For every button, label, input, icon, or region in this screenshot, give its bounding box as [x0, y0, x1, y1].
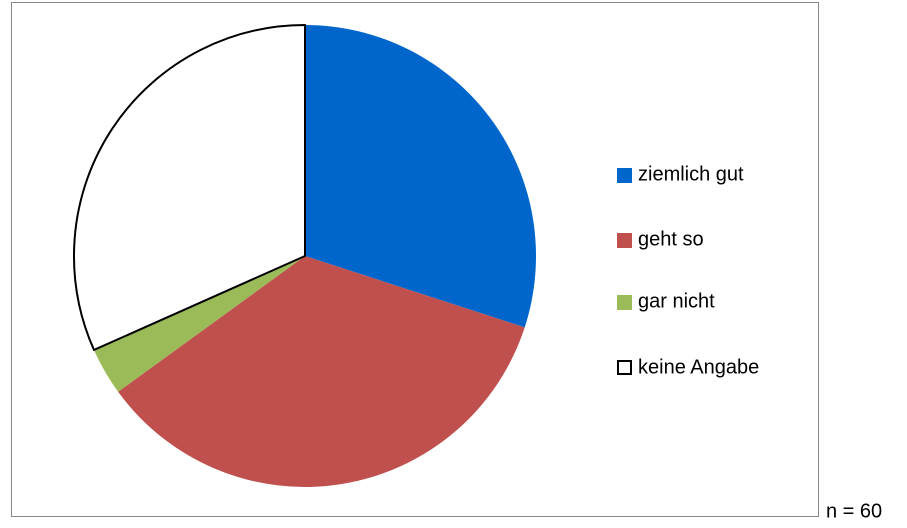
legend-swatch	[617, 168, 632, 183]
legend-label: geht so	[638, 228, 704, 250]
legend-label: keine Angabe	[638, 356, 759, 378]
pie-slice	[93, 256, 305, 392]
legend-label: ziemlich gut	[638, 163, 744, 185]
pie-slice	[305, 25, 536, 328]
annotation: n = 60	[826, 500, 882, 522]
legend-swatch	[617, 360, 632, 375]
legend-swatch	[617, 233, 632, 248]
pie-slice	[118, 256, 525, 488]
legend-label: gar nicht	[638, 290, 715, 312]
legend-swatch	[617, 295, 632, 310]
pie-slice	[73, 23, 306, 352]
